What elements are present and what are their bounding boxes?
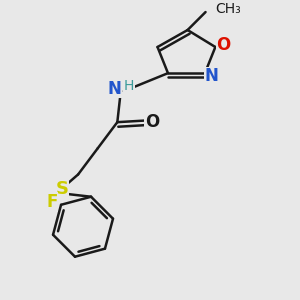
Text: S: S [55,180,68,198]
Text: O: O [216,36,231,54]
Text: CH₃: CH₃ [215,2,241,16]
Text: N: N [205,68,218,85]
Text: N: N [107,80,121,98]
Text: O: O [145,113,159,131]
Text: H: H [124,79,134,93]
Text: F: F [46,193,58,211]
